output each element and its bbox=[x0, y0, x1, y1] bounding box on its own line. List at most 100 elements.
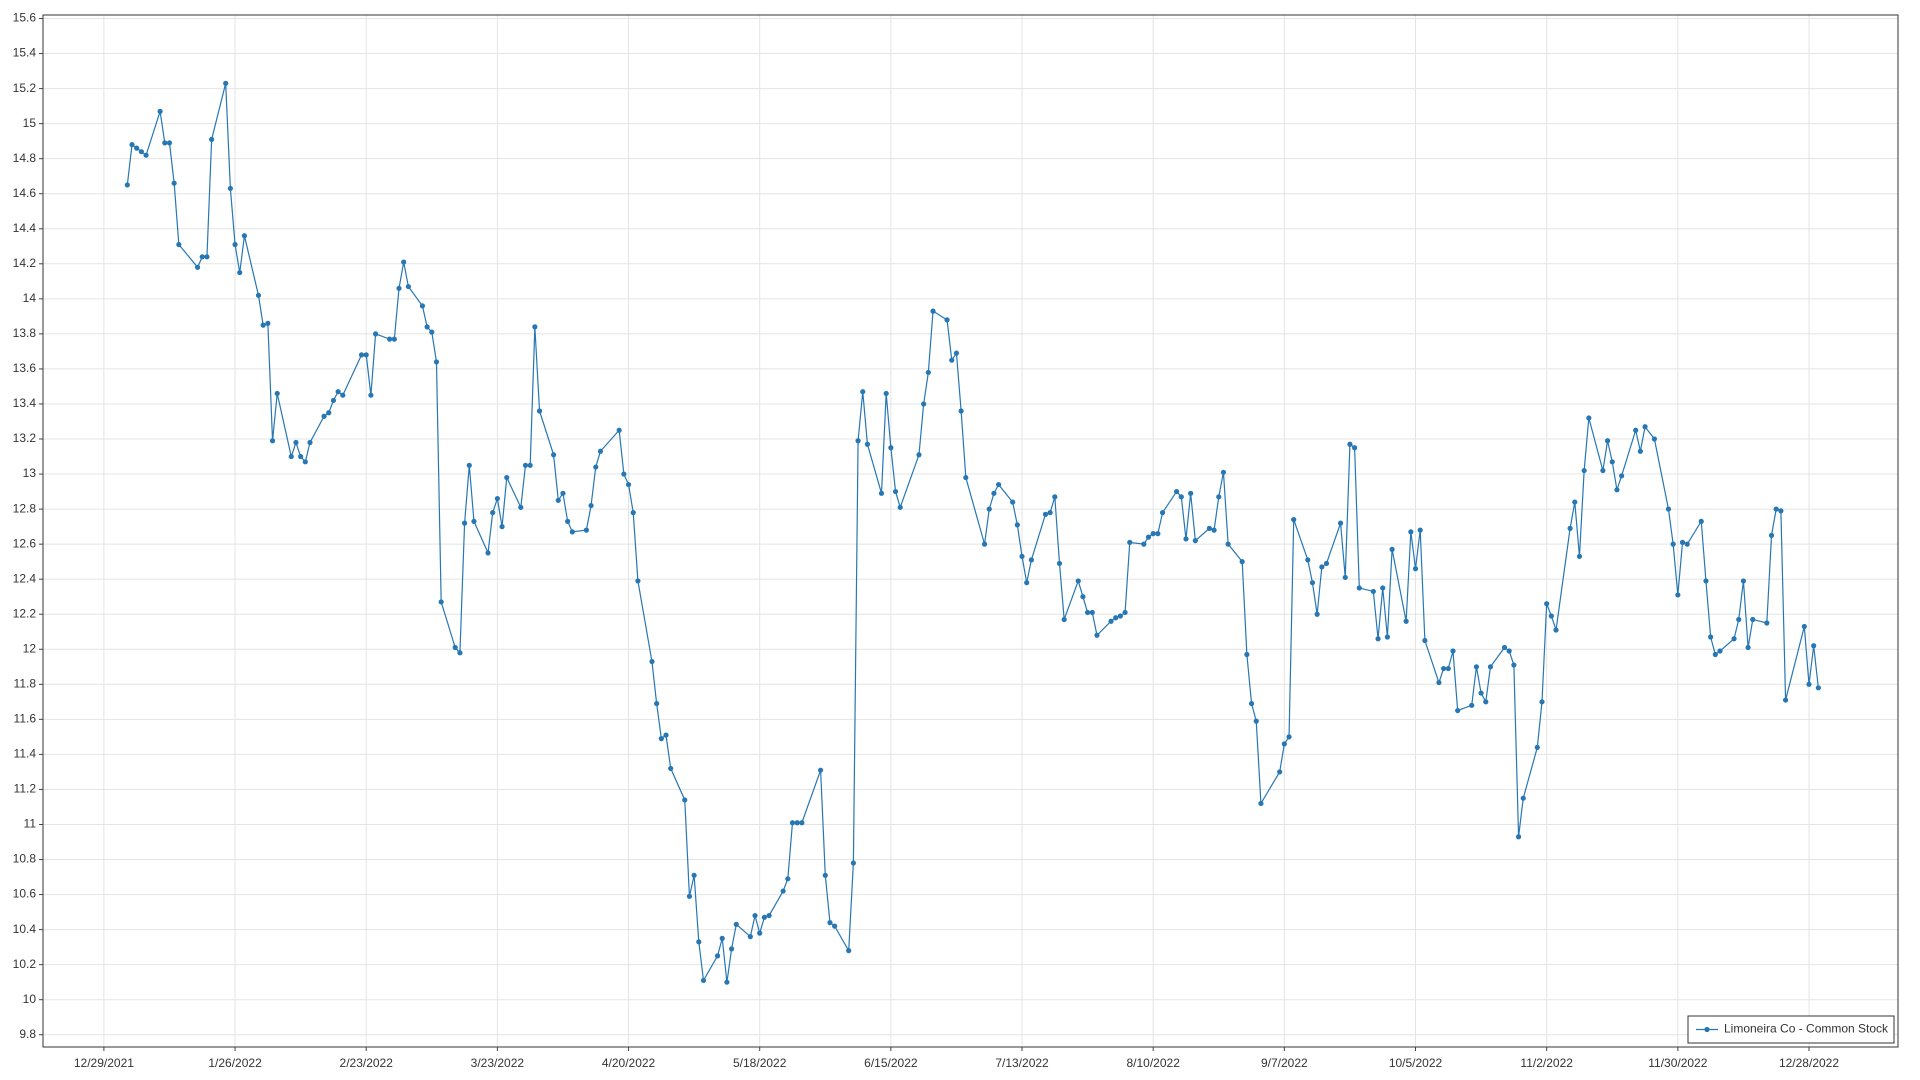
data-point bbox=[1183, 536, 1189, 542]
y-tick-label: 13.8 bbox=[13, 326, 37, 340]
data-point bbox=[1515, 834, 1522, 840]
data-point bbox=[682, 797, 688, 803]
y-tick-label: 15.2 bbox=[13, 81, 37, 95]
data-point bbox=[1782, 697, 1789, 703]
y-tick-label: 10.4 bbox=[13, 922, 37, 936]
data-point bbox=[1356, 585, 1362, 591]
x-tick-label: 3/23/2022 bbox=[471, 1056, 525, 1070]
y-tick-label: 11 bbox=[24, 817, 37, 831]
y-tick-label: 11.2 bbox=[14, 782, 37, 796]
data-point bbox=[429, 329, 435, 335]
data-point bbox=[134, 145, 140, 151]
x-tick-label: 10/5/2022 bbox=[1389, 1056, 1443, 1070]
data-point bbox=[1487, 664, 1494, 670]
data-point bbox=[1122, 609, 1128, 616]
data-point bbox=[162, 140, 168, 146]
y-tick-label: 11.6 bbox=[14, 712, 37, 726]
data-point bbox=[1080, 594, 1086, 600]
data-point bbox=[372, 331, 379, 337]
data-point bbox=[1651, 436, 1658, 442]
data-point bbox=[565, 518, 571, 524]
plot-frame bbox=[42, 14, 1899, 1048]
x-tick-label: 12/29/2021 bbox=[74, 1056, 134, 1070]
y-tick-label: 15 bbox=[23, 116, 37, 130]
data-point bbox=[452, 644, 458, 651]
data-point bbox=[1323, 560, 1330, 567]
data-point bbox=[129, 142, 135, 148]
data-point bbox=[461, 520, 468, 526]
data-point bbox=[897, 504, 903, 510]
data-point bbox=[1305, 557, 1311, 563]
data-point bbox=[1520, 795, 1526, 801]
data-point bbox=[1174, 488, 1180, 495]
data-point bbox=[504, 474, 510, 481]
data-point bbox=[1773, 506, 1779, 512]
x-tick-label: 1/26/2022 bbox=[208, 1056, 262, 1070]
data-point bbox=[1731, 636, 1737, 642]
data-point bbox=[1127, 539, 1133, 545]
data-point bbox=[1085, 609, 1091, 616]
data-point bbox=[635, 578, 641, 584]
data-point bbox=[916, 452, 922, 458]
data-point bbox=[733, 921, 739, 927]
data-point bbox=[864, 441, 871, 447]
data-point bbox=[223, 80, 229, 86]
data-point bbox=[1380, 585, 1386, 591]
data-point bbox=[1319, 564, 1325, 570]
data-point bbox=[981, 541, 988, 547]
data-point bbox=[1712, 651, 1718, 658]
data-point bbox=[789, 820, 796, 826]
data-point bbox=[536, 408, 543, 414]
data-point bbox=[358, 352, 365, 358]
x-tick-label: 4/20/2022 bbox=[602, 1056, 656, 1070]
data-point bbox=[1412, 566, 1419, 572]
y-tick-label: 15.6 bbox=[13, 11, 37, 25]
data-point bbox=[298, 453, 304, 460]
data-point bbox=[1501, 644, 1508, 651]
data-point bbox=[532, 324, 538, 330]
y-tick-label: 9.8 bbox=[19, 1027, 36, 1041]
data-point bbox=[1670, 541, 1676, 547]
data-point bbox=[663, 732, 669, 738]
data-point bbox=[991, 490, 997, 496]
data-point bbox=[260, 322, 266, 328]
data-point bbox=[1450, 648, 1456, 654]
data-point bbox=[1108, 618, 1114, 624]
data-point bbox=[1389, 546, 1395, 552]
data-point bbox=[1159, 510, 1166, 516]
data-point bbox=[925, 369, 931, 376]
data-point bbox=[1211, 527, 1217, 533]
data-point bbox=[302, 459, 308, 465]
series-line bbox=[126, 83, 1819, 983]
data-point bbox=[321, 413, 327, 419]
data-point bbox=[921, 401, 927, 407]
data-point bbox=[616, 427, 622, 433]
data-point bbox=[204, 254, 210, 260]
data-point bbox=[1801, 623, 1807, 630]
data-point bbox=[1019, 553, 1025, 560]
data-point bbox=[433, 359, 440, 365]
data-point bbox=[1750, 616, 1756, 623]
y-tick-label: 11.8 bbox=[14, 676, 37, 690]
data-point bbox=[691, 872, 697, 878]
data-point bbox=[335, 389, 341, 395]
legend-label: Limoneira Co - Common Stock bbox=[1724, 1022, 1889, 1036]
data-point bbox=[485, 550, 491, 556]
data-point bbox=[1717, 648, 1723, 654]
data-point bbox=[1239, 559, 1245, 565]
data-point bbox=[1745, 644, 1751, 651]
data-point bbox=[1408, 529, 1414, 535]
data-point bbox=[752, 912, 758, 919]
data-point bbox=[368, 392, 374, 398]
legend-box bbox=[1687, 1015, 1895, 1044]
data-point bbox=[953, 350, 960, 356]
data-point bbox=[1534, 744, 1540, 750]
data-point bbox=[401, 259, 407, 265]
y-tick-label: 11.4 bbox=[14, 747, 37, 761]
data-point bbox=[1422, 637, 1428, 644]
data-point bbox=[1698, 518, 1704, 524]
data-point bbox=[1473, 664, 1480, 670]
data-point bbox=[522, 462, 529, 468]
x-tick-label: 7/13/2022 bbox=[995, 1056, 1049, 1070]
